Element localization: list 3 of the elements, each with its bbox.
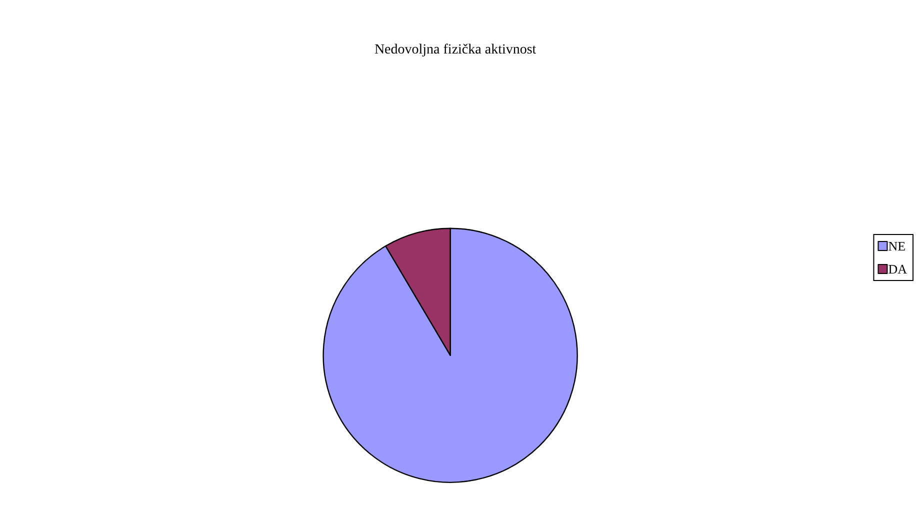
chart-title: Nedovoljna fizička aktivnost (374, 42, 536, 58)
legend-label: NE (888, 238, 906, 254)
legend-label: DA (888, 262, 908, 276)
